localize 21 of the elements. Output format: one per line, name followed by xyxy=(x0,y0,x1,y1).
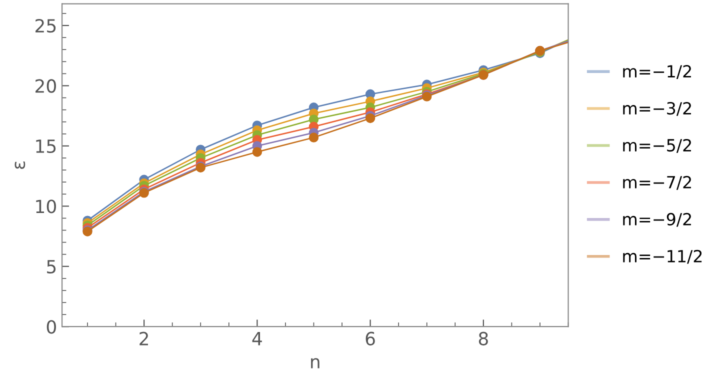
y-axis-title: ε xyxy=(14,162,26,169)
y-tick-label: 20 xyxy=(36,79,56,93)
y-tick-label: 15 xyxy=(36,140,56,154)
x-tick-label: 6 xyxy=(366,332,375,346)
x-axis-title: n xyxy=(311,358,320,368)
x-tick-label: 8 xyxy=(478,332,488,346)
legend-label: m=−1/2 xyxy=(623,65,691,79)
legend-label: m=−9/2 xyxy=(623,212,691,227)
legend-label: m=−5/2 xyxy=(623,138,691,153)
y-tick-label: 10 xyxy=(36,200,56,214)
x-tick-label: 2 xyxy=(140,332,148,346)
y-tick-label: 0 xyxy=(46,320,56,334)
legend-label: m=−3/2 xyxy=(623,102,691,116)
point xyxy=(308,132,319,142)
x-tick-label: 4 xyxy=(252,332,262,346)
point xyxy=(365,113,376,124)
point xyxy=(252,147,262,157)
legend-label: m=−7/2 xyxy=(623,176,691,190)
y-tick-label: 25 xyxy=(36,18,56,33)
y-tick-label: 5 xyxy=(47,260,56,274)
legend-label: m=−11/2 xyxy=(623,250,702,264)
